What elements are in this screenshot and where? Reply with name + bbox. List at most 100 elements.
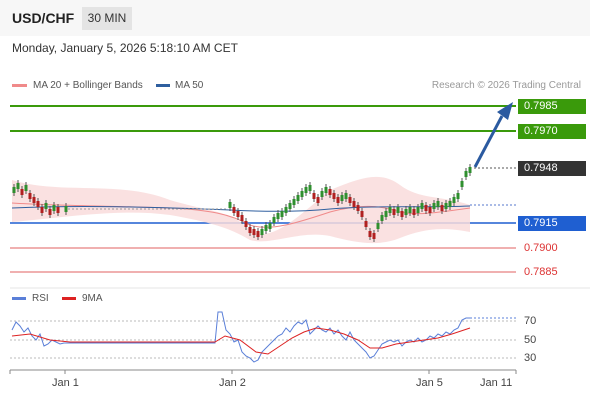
forecast-arrow-line — [473, 115, 504, 168]
candle-body — [328, 189, 332, 195]
candle-body — [396, 207, 400, 213]
symbol-label: USD/CHF — [12, 10, 75, 26]
candle-body — [56, 207, 60, 213]
rsi-line — [11, 311, 470, 363]
candle-body — [32, 197, 36, 203]
candle-body — [16, 183, 20, 189]
candle-body — [12, 187, 16, 193]
candle-body — [288, 203, 292, 209]
level-label-0-7885: 0.7885 — [524, 266, 558, 278]
timeframe-button[interactable]: 30 MIN — [82, 7, 132, 30]
candle-body — [332, 193, 336, 199]
datetime-label: Monday, January 5, 2026 5:18:10 AM CET — [12, 41, 238, 55]
candle-body — [372, 233, 376, 239]
candle-body — [464, 171, 468, 177]
candle-body — [360, 211, 364, 217]
candle-body — [432, 203, 436, 209]
candle-body — [228, 202, 232, 208]
candle-body — [456, 193, 460, 199]
candle-body — [308, 185, 312, 191]
candle-body — [272, 217, 276, 223]
candle-body — [428, 207, 432, 213]
last-price-label: 0.7948 — [518, 161, 586, 176]
candle-body — [252, 229, 256, 235]
candle-body — [40, 207, 44, 213]
candle-body — [276, 213, 280, 219]
candle-body — [312, 193, 316, 199]
x-label-jan1: Jan 1 — [52, 377, 79, 389]
candle-body — [380, 215, 384, 221]
rsi-legend-label: RSI — [32, 293, 49, 304]
ma50-line — [11, 205, 471, 212]
forecast-arrow-head — [497, 102, 513, 120]
candle-body — [440, 205, 444, 211]
candle-body — [264, 225, 268, 231]
candle-body — [296, 195, 300, 201]
rsi-level-30: 30 — [524, 352, 537, 364]
candle-body — [468, 167, 472, 173]
candle-body — [436, 201, 440, 207]
candle-body — [48, 209, 52, 215]
chart-header: USD/CHF 30 MIN — [0, 0, 590, 36]
candle-body — [244, 221, 248, 227]
candle-body — [452, 197, 456, 203]
candle-body — [364, 221, 368, 227]
candle-body — [368, 231, 372, 237]
candle-body — [388, 207, 392, 213]
candle-body — [324, 187, 328, 193]
candle-body — [268, 223, 272, 229]
candle-body — [392, 209, 396, 215]
x-label-jan2: Jan 2 — [219, 377, 246, 389]
candle-body — [448, 201, 452, 207]
candle-body — [24, 185, 28, 191]
candle-body — [52, 205, 56, 211]
candle-body — [36, 201, 40, 207]
candle-body — [20, 189, 24, 195]
level-label-0-7900: 0.7900 — [524, 242, 558, 254]
candle-body — [424, 205, 428, 211]
candle-body — [356, 205, 360, 211]
candle-body — [348, 197, 352, 203]
candle-body — [320, 191, 324, 197]
candle-body — [64, 206, 68, 212]
candle-body — [240, 215, 244, 221]
candle-body — [300, 191, 304, 197]
candle-body — [384, 211, 388, 217]
candle-body — [400, 211, 404, 217]
level-label-0-7985: 0.7985 — [518, 99, 586, 114]
candle-body — [420, 203, 424, 209]
rsi-level-50: 50 — [524, 334, 537, 346]
bollinger-legend-label: MA 20 + Bollinger Bands — [33, 80, 143, 91]
candle-body — [292, 199, 296, 205]
candle-body — [284, 207, 288, 213]
candle-body — [416, 207, 420, 213]
rsi-ma-legend-label: 9MA — [82, 293, 103, 304]
candle-body — [352, 201, 356, 207]
rsi-ma-line — [11, 327, 471, 355]
level-label-0-7915: 0.7915 — [518, 216, 586, 231]
candle-body — [304, 187, 308, 193]
candle-body — [260, 229, 264, 235]
candle-body — [280, 211, 284, 217]
candle-body — [460, 181, 464, 187]
candle-body — [340, 195, 344, 201]
candle-body — [316, 197, 320, 203]
candlestick-series — [12, 164, 472, 242]
candle-body — [256, 231, 260, 237]
candle-body — [404, 209, 408, 215]
rsi-ma-legend-swatch — [62, 297, 76, 300]
candle-body — [336, 197, 340, 203]
ma50-legend-swatch — [156, 84, 170, 87]
candle-body — [412, 209, 416, 215]
candle-body — [248, 227, 252, 233]
candle-body — [344, 193, 348, 199]
rsi-legend-swatch — [12, 297, 26, 300]
candle-body — [44, 203, 48, 209]
level-label-0-7970: 0.7970 — [518, 124, 586, 139]
copyright-text: Research © 2026 Trading Central — [431, 80, 581, 91]
rsi-level-70: 70 — [524, 315, 537, 327]
candle-body — [376, 223, 380, 229]
candle-body — [28, 193, 32, 199]
candle-body — [232, 207, 236, 213]
